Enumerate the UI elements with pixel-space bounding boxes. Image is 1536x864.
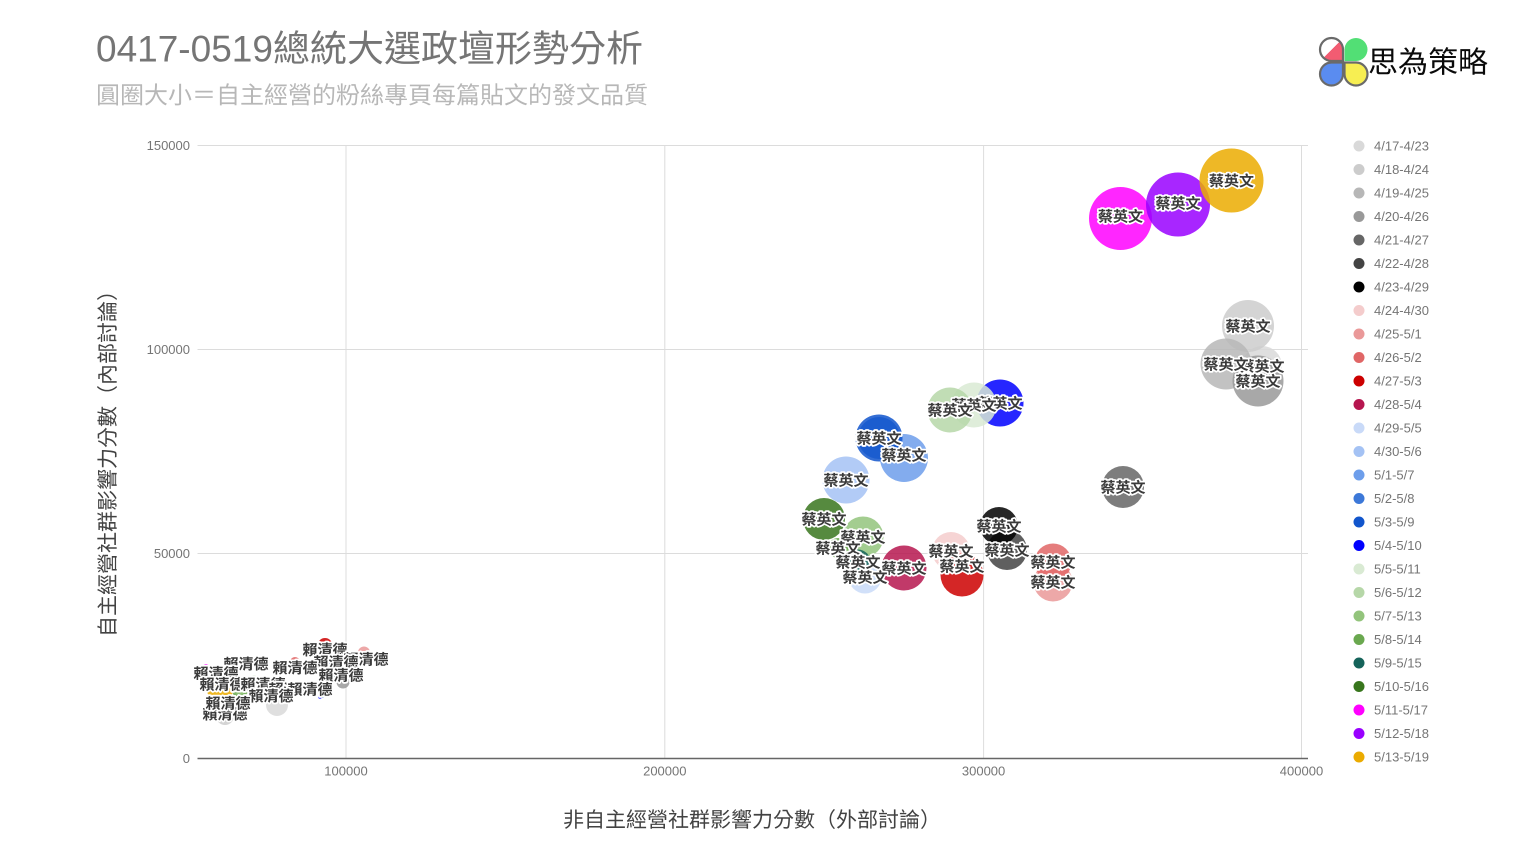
svg-text:4/24-4/30: 4/24-4/30 [1374,303,1429,318]
svg-text:5/4-5/10: 5/4-5/10 [1374,538,1422,553]
svg-text:4/25-5/1: 4/25-5/1 [1374,327,1422,342]
svg-text:4/18-4/24: 4/18-4/24 [1374,162,1429,177]
svg-text:4/23-4/29: 4/23-4/29 [1374,280,1429,295]
svg-text:5/1-5/7: 5/1-5/7 [1374,468,1414,483]
svg-text:5/12-5/18: 5/12-5/18 [1374,726,1429,741]
svg-text:200000: 200000 [643,764,686,779]
svg-text:5/8-5/14: 5/8-5/14 [1374,632,1422,647]
svg-text:300000: 300000 [962,764,1005,779]
svg-text:4/28-5/4: 4/28-5/4 [1374,397,1422,412]
svg-text:5/7-5/13: 5/7-5/13 [1374,609,1422,624]
svg-text:4/27-5/3: 4/27-5/3 [1374,374,1422,389]
svg-text:4/22-4/28: 4/22-4/28 [1374,256,1429,271]
svg-text:5/3-5/9: 5/3-5/9 [1374,515,1414,530]
svg-text:4/26-5/2: 4/26-5/2 [1374,350,1422,365]
svg-text:0: 0 [183,751,190,766]
svg-text:4/19-4/25: 4/19-4/25 [1374,186,1429,201]
svg-text:5/2-5/8: 5/2-5/8 [1374,491,1414,506]
svg-text:5/10-5/16: 5/10-5/16 [1374,679,1429,694]
svg-text:5/9-5/15: 5/9-5/15 [1374,656,1422,671]
svg-text:4/21-4/27: 4/21-4/27 [1374,233,1429,248]
svg-text:4/29-5/5: 4/29-5/5 [1374,421,1422,436]
svg-text:100000: 100000 [324,764,367,779]
svg-text:5/6-5/12: 5/6-5/12 [1374,585,1422,600]
svg-text:100000: 100000 [147,342,190,357]
svg-text:50000: 50000 [154,546,190,561]
svg-text:5/5-5/11: 5/5-5/11 [1374,562,1421,577]
svg-text:400000: 400000 [1280,764,1323,779]
svg-text:4/20-4/26: 4/20-4/26 [1374,209,1429,224]
svg-text:5/11-5/17: 5/11-5/17 [1374,703,1428,718]
svg-text:5/13-5/19: 5/13-5/19 [1374,750,1429,765]
svg-text:150000: 150000 [147,138,190,153]
svg-text:4/17-4/23: 4/17-4/23 [1374,139,1429,154]
svg-text:0417-0519: 0417-0519 [96,29,273,70]
svg-text:4/30-5/6: 4/30-5/6 [1374,444,1422,459]
